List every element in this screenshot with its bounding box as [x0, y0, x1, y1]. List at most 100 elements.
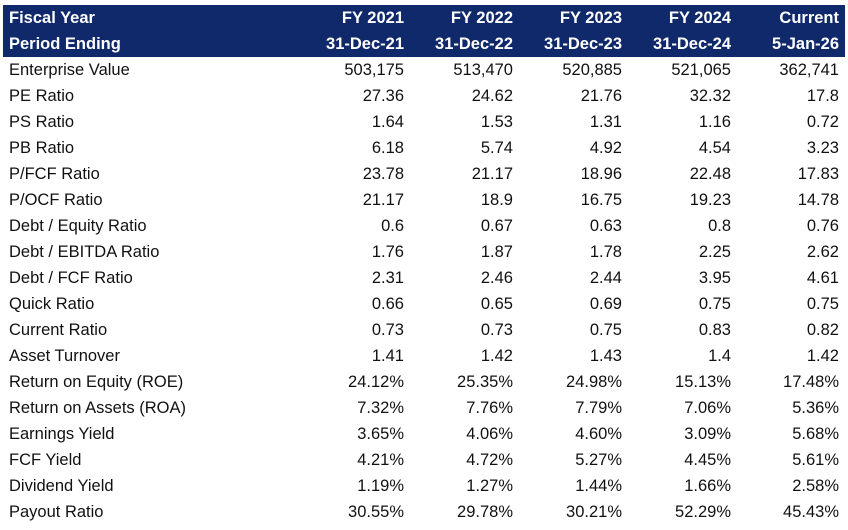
row-label: Current Ratio — [9, 321, 108, 339]
value-cell: 32.32 — [689, 87, 731, 105]
value-cell: 2.44 — [589, 269, 622, 287]
row-label: P/OCF Ratio — [9, 191, 103, 209]
value-cell: 1.53 — [480, 113, 513, 131]
value-cell: 5.74 — [480, 139, 513, 157]
value-cell: 7.32% — [357, 399, 404, 417]
value-cell: 1.64 — [371, 113, 404, 131]
value-cell: 21.76 — [580, 87, 622, 105]
value-cell: 2.46 — [480, 269, 513, 287]
value-cell: 7.76% — [466, 399, 513, 417]
value-cell: 45.43% — [783, 503, 839, 521]
value-cell: 1.43 — [589, 347, 622, 365]
value-cell: 6.18 — [371, 139, 404, 157]
value-cell: 29.78% — [457, 503, 513, 521]
value-cell: 15.13% — [675, 373, 731, 391]
value-cell: 4.60% — [575, 425, 622, 443]
value-cell: 0.82 — [806, 321, 839, 339]
header-cell: Current — [779, 9, 839, 27]
row-label: Enterprise Value — [9, 61, 130, 79]
row-label: Dividend Yield — [9, 477, 114, 495]
value-cell: 5.36% — [792, 399, 839, 417]
value-cell: 521,065 — [671, 61, 731, 79]
value-cell: 21.17 — [362, 191, 404, 209]
value-cell: 1.4 — [708, 347, 731, 365]
value-cell: 4.72% — [466, 451, 513, 469]
value-cell: 503,175 — [344, 61, 404, 79]
row-label: Payout Ratio — [9, 503, 104, 521]
row-label: Debt / FCF Ratio — [9, 269, 133, 287]
value-cell: 5.27% — [575, 451, 622, 469]
value-cell: 2.31 — [371, 269, 404, 287]
value-cell: 1.76 — [371, 243, 404, 261]
value-cell: 0.8 — [708, 217, 731, 235]
value-cell: 1.87 — [480, 243, 513, 261]
header-cell: Fiscal Year — [9, 9, 95, 27]
value-cell: 3.09% — [684, 425, 731, 443]
value-cell: 17.48% — [783, 373, 839, 391]
value-cell: 1.44% — [575, 477, 622, 495]
header-band — [3, 5, 845, 57]
row-label: PE Ratio — [9, 87, 75, 105]
value-cell: 25.35% — [457, 373, 513, 391]
header-cell: FY 2023 — [559, 9, 622, 27]
header-cell: 31-Dec-21 — [326, 35, 404, 53]
value-cell: 4.21% — [357, 451, 404, 469]
value-cell: 22.48 — [689, 165, 731, 183]
value-cell: 4.06% — [466, 425, 513, 443]
value-cell: 0.83 — [698, 321, 731, 339]
value-cell: 1.78 — [589, 243, 622, 261]
value-cell: 0.75 — [806, 295, 839, 313]
row-label: Asset Turnover — [9, 347, 120, 365]
value-cell: 4.54 — [698, 139, 731, 157]
value-cell: 1.42 — [480, 347, 513, 365]
row-label: FCF Yield — [9, 451, 82, 469]
value-cell: 0.73 — [371, 321, 404, 339]
value-cell: 16.75 — [580, 191, 622, 209]
row-label: P/FCF Ratio — [9, 165, 100, 183]
value-cell: 0.72 — [806, 113, 839, 131]
value-cell: 5.61% — [792, 451, 839, 469]
value-cell: 24.62 — [471, 87, 513, 105]
header-cell: 31-Dec-22 — [435, 35, 513, 53]
value-cell: 7.06% — [684, 399, 731, 417]
value-cell: 4.61 — [806, 269, 839, 287]
row-label: PS Ratio — [9, 113, 75, 131]
header-cell: 31-Dec-23 — [544, 35, 622, 53]
header-cell: FY 2021 — [341, 9, 404, 27]
value-cell: 0.63 — [589, 217, 622, 235]
header-cell: FY 2022 — [450, 9, 513, 27]
value-cell: 52.29% — [675, 503, 731, 521]
value-cell: 1.66% — [684, 477, 731, 495]
row-label: PB Ratio — [9, 139, 75, 157]
value-cell: 21.17 — [471, 165, 513, 183]
value-cell: 7.79% — [575, 399, 622, 417]
header-cell: FY 2024 — [668, 9, 731, 27]
row-label: Quick Ratio — [9, 295, 95, 313]
value-cell: 0.67 — [480, 217, 513, 235]
value-cell: 0.6 — [381, 217, 404, 235]
value-cell: 0.69 — [589, 295, 622, 313]
header-cell: 31-Dec-24 — [653, 35, 731, 53]
value-cell: 4.92 — [589, 139, 622, 157]
value-cell: 0.76 — [806, 217, 839, 235]
value-cell: 1.16 — [698, 113, 731, 131]
value-cell: 0.75 — [698, 295, 731, 313]
value-cell: 362,741 — [779, 61, 839, 79]
value-cell: 5.68% — [792, 425, 839, 443]
value-cell: 513,470 — [453, 61, 513, 79]
value-cell: 1.19% — [357, 477, 404, 495]
value-cell: 17.83 — [797, 165, 839, 183]
row-label: Earnings Yield — [9, 425, 115, 443]
value-cell: 19.23 — [689, 191, 731, 209]
value-cell: 27.36 — [362, 87, 404, 105]
value-cell: 1.41 — [371, 347, 404, 365]
value-cell: 14.78 — [797, 191, 839, 209]
value-cell: 23.78 — [362, 165, 404, 183]
value-cell: 4.45% — [684, 451, 731, 469]
value-cell: 0.75 — [589, 321, 622, 339]
value-cell: 0.65 — [480, 295, 513, 313]
header-cell: Period Ending — [9, 35, 121, 53]
value-cell: 24.12% — [348, 373, 404, 391]
value-cell: 2.58% — [792, 477, 839, 495]
